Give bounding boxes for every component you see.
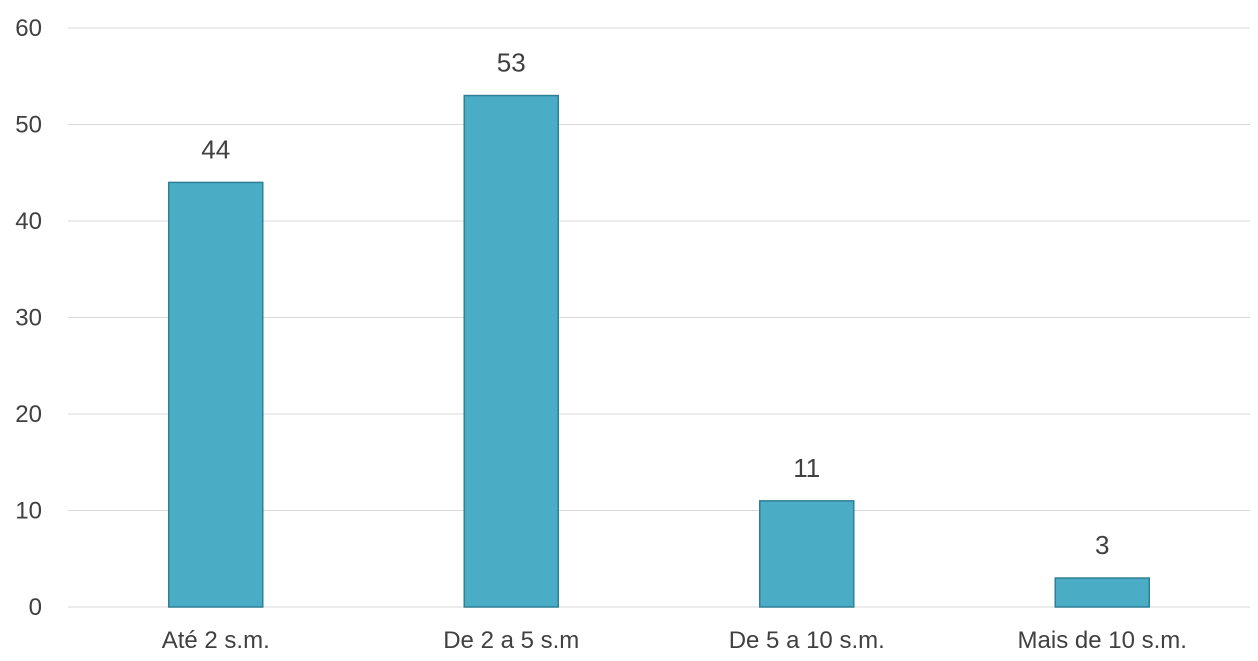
y-tick-label: 50 [15, 112, 42, 139]
bar [463, 94, 559, 608]
data-label: 3 [1095, 530, 1109, 560]
y-tick-label: 20 [15, 401, 42, 428]
y-axis-tick-labels: 0 10 20 30 40 50 60 [15, 15, 42, 621]
x-tick-label: De 2 a 5 s.m [443, 627, 579, 654]
x-tick-label: Mais de 10 s.m. [1018, 627, 1187, 654]
bar [759, 500, 855, 608]
y-tick-label: 0 [29, 594, 42, 621]
bars [168, 94, 1150, 608]
x-tick-label: Até 2 s.m. [162, 627, 270, 654]
data-label: 44 [201, 134, 230, 164]
bar [1054, 577, 1150, 608]
y-tick-label: 40 [15, 208, 42, 235]
y-tick-label: 60 [15, 15, 42, 42]
gridlines [68, 27, 1250, 608]
x-axis-tick-labels: Até 2 s.m. De 2 a 5 s.m De 5 a 10 s.m. Mais… [162, 627, 1187, 654]
x-tick-label: De 5 a 10 s.m. [729, 627, 885, 654]
data-label: 11 [793, 453, 820, 483]
data-label: 53 [497, 48, 526, 78]
y-tick-label: 10 [15, 498, 42, 525]
data-labels: 44 53 11 3 [201, 48, 1109, 560]
y-tick-label: 30 [15, 305, 42, 332]
bar [168, 181, 264, 608]
